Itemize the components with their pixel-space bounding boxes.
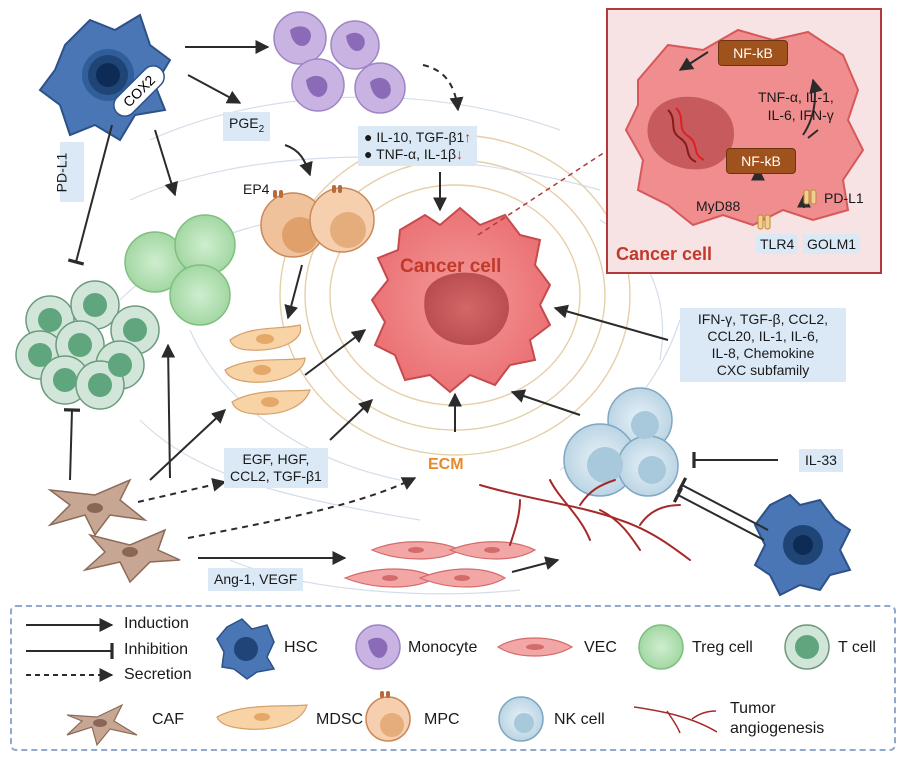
nk-cytokine-line: IL-8, Chemokine — [711, 345, 815, 361]
secretion-arrows — [137, 64, 464, 539]
nk-cells — [563, 387, 679, 497]
ecm-label: ECM — [428, 456, 464, 473]
il33-box: IL-33 — [799, 449, 843, 472]
caf-secretion-box: EGF, HGF, CCL2, TGF-β1 — [224, 448, 328, 488]
caf-secretion-line: CCL2, TGF-β1 — [230, 468, 322, 484]
myd88-label: MyD88 — [696, 198, 741, 214]
caf-cells — [47, 478, 181, 584]
legend-vec: VEC — [584, 639, 617, 656]
legend-angio-line: angiogenesis — [730, 720, 825, 737]
inset-connector — [477, 149, 609, 236]
legend: Induction Inhibition Secretion HSC Monoc… — [10, 605, 896, 751]
legend-tcell: T cell — [838, 639, 876, 656]
legend-induction: Induction — [124, 615, 189, 632]
nfkb-top-box: NF-kB — [718, 40, 788, 66]
inset-pd-l1-label: PD-L1 — [824, 190, 864, 206]
t-cell-cluster — [15, 280, 160, 410]
legend-angio-line: Tumor — [730, 700, 776, 717]
inset-title: Cancer cell — [616, 244, 713, 264]
pd-l1-side-label: PD-L1 — [53, 152, 70, 193]
hsc-cell-bottom — [753, 493, 852, 597]
nk-cytokine-line: IFN-γ, TGF-β, CCL2, — [697, 311, 829, 327]
legend-icons — [26, 618, 830, 747]
legend-mpc: MPC — [424, 711, 460, 728]
legend-mdsc: MDSC — [316, 711, 364, 728]
nk-cytokine-line: CXC subfamily — [716, 362, 810, 378]
induction-arrows — [149, 40, 669, 573]
inset-cytokines: TNF-α, IL-1, IL-6, IFN-γ — [758, 88, 834, 124]
nfkb-bottom-box: NF-kB — [726, 148, 796, 174]
pge2-box: PGE2 — [223, 112, 271, 141]
angio-factor-box: Ang-1, VEGF — [208, 568, 304, 591]
caf-secretion-line: EGF, HGF, — [242, 451, 310, 467]
pd-l1-side-box: PD-L1 — [53, 142, 84, 202]
inset-cytokine-line: IL-6, IFN-γ — [767, 107, 834, 123]
angiogenesis-vessels — [479, 479, 691, 561]
cancer-cell-main-label: Cancer cell — [400, 256, 502, 277]
cytokine-line-2: ● TNF-α, IL-1β↓ — [364, 146, 464, 162]
treg-cells — [124, 214, 236, 326]
cytokine-box-top: ● IL-10, TGF-β1↑ ● TNF-α, IL-1β↓ — [358, 126, 478, 166]
legend-angio: Tumor angiogenesis — [730, 699, 824, 739]
cancer-cell-main — [370, 206, 552, 394]
inset-cytokine-line: TNF-α, IL-1, — [758, 89, 834, 105]
inhibition-arrows — [63, 124, 778, 541]
legend-inhibition: Inhibition — [124, 641, 189, 658]
pge2-label: PGE — [229, 115, 259, 131]
vec-cells — [343, 541, 537, 588]
legend-nk: NK cell — [554, 711, 605, 728]
cytokine-line-1: ● IL-10, TGF-β1↑ — [364, 129, 472, 145]
legend-caf: CAF — [152, 711, 184, 728]
cancer-cell-inset: NF-kB NF-kB TNF-α, IL-1, IL-6, IFN-γ MyD… — [606, 8, 882, 274]
legend-hsc: HSC — [284, 639, 318, 656]
legend-treg: Treg cell — [692, 639, 753, 656]
legend-secretion: Secretion — [124, 666, 192, 683]
golm1-box: GOLM1 — [803, 234, 861, 254]
inset-drawing — [624, 28, 865, 230]
pge2-subscript: 2 — [258, 123, 265, 135]
ep4-label: EP4 — [243, 181, 270, 197]
monocyte-cluster — [273, 11, 406, 114]
mpc-cells — [260, 185, 375, 258]
nk-cytokine-box: IFN-γ, TGF-β, CCL2, CCL20, IL-1, IL-6, I… — [680, 308, 846, 382]
tlr4-box: TLR4 — [756, 234, 799, 254]
mdsc-cells — [224, 324, 311, 415]
legend-monocyte: Monocyte — [408, 639, 478, 656]
nk-cytokine-line: CCL20, IL-1, IL-6, — [707, 328, 819, 344]
